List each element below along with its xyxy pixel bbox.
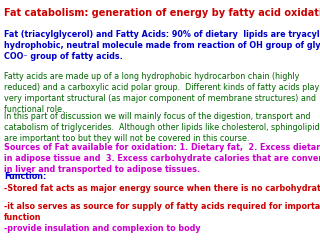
Text: -provide insulation and complexion to body: -provide insulation and complexion to bo…	[4, 224, 200, 233]
Text: Fat (triacylglycerol) and Fatty Acids: 90% of dietary  lipids are tryacylglycero: Fat (triacylglycerol) and Fatty Acids: 9…	[4, 30, 320, 61]
Text: Function:: Function:	[4, 172, 46, 181]
Text: Sources of Fat available for oxidation: 1. Dietary fat,  2. Excess dietary fat s: Sources of Fat available for oxidation: …	[4, 143, 320, 174]
Text: In this part of discussion we will mainly focus of the digestion, transport and
: In this part of discussion we will mainl…	[4, 112, 320, 143]
Text: -Stored fat acts as major energy source when there is no carbohydrate available,: -Stored fat acts as major energy source …	[4, 184, 320, 192]
Text: Fat catabolism: generation of energy by fatty acid oxidation: Fat catabolism: generation of energy by …	[4, 8, 320, 18]
Text: -it also serves as source for supply of fatty acids required for important cellu: -it also serves as source for supply of …	[4, 202, 320, 222]
Text: Fatty acids are made up of a long hydrophobic hydrocarbon chain (highly
reduced): Fatty acids are made up of a long hydrop…	[4, 72, 319, 114]
